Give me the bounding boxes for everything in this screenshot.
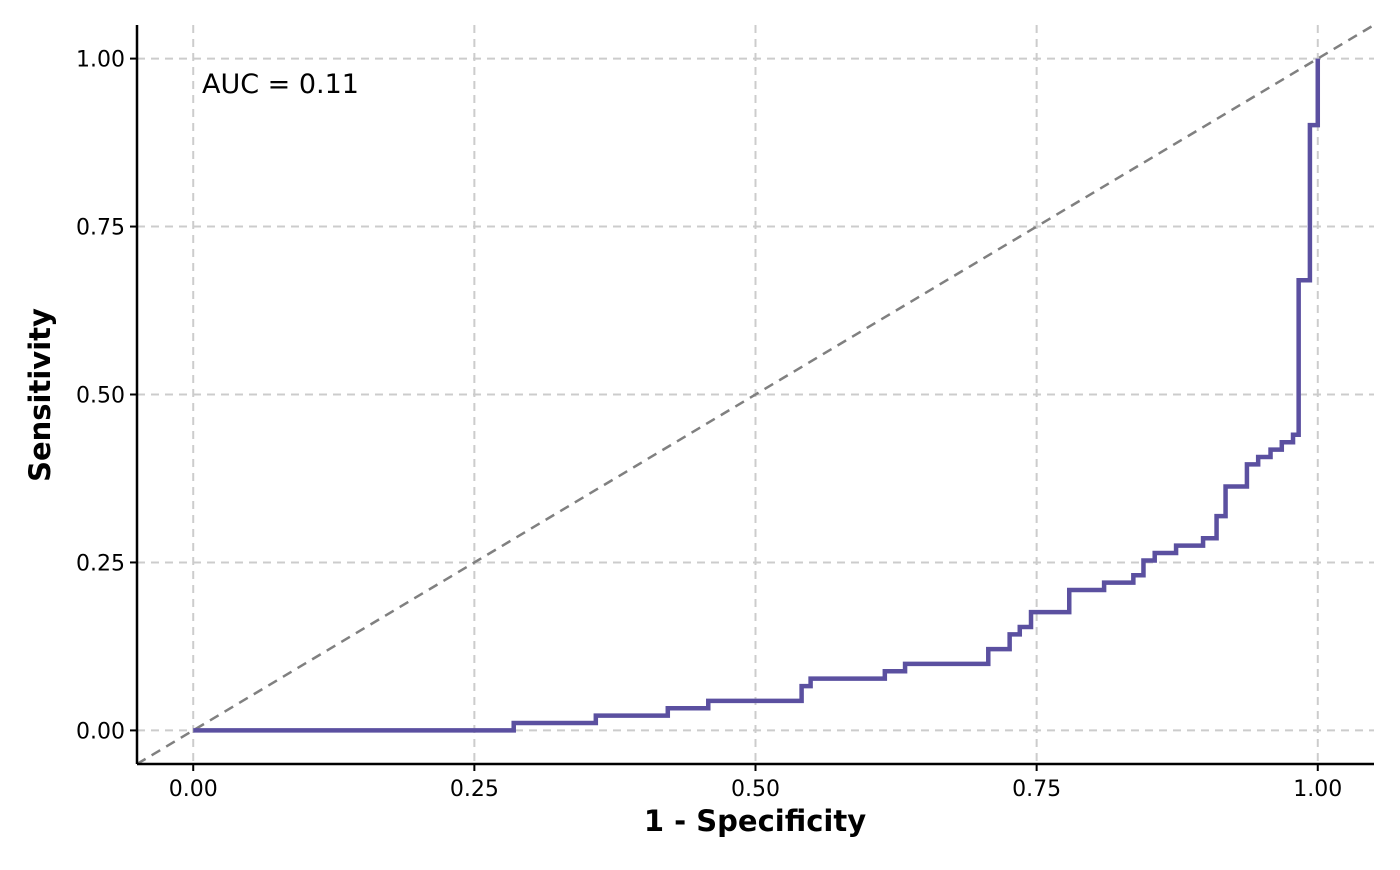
x-tick-label: 0.00: [169, 777, 218, 802]
x-tick-label: 0.50: [731, 777, 780, 802]
auc-annotation: AUC = 0.11: [202, 69, 359, 100]
x-tick-label: 0.25: [450, 777, 499, 802]
y-axis-title: Sensitivity: [23, 308, 57, 482]
series-layer: [193, 58, 1321, 733]
y-tick-label: 1.00: [76, 48, 125, 73]
y-tick-label: 0.50: [76, 384, 125, 409]
reference-layer: [136, 23, 1375, 766]
x-tick-label: 0.75: [1012, 777, 1061, 802]
x-axis-title: 1 - Specificity: [644, 804, 866, 838]
roc-curve-line: [193, 58, 1321, 733]
y-tick-label: 0.25: [76, 551, 125, 576]
axis-layer: 0.00 0.25 0.50 0.75 1.00 0.00 0.25 0.50 0.75 1.00: [76, 25, 1374, 802]
y-tick-label: 0.00: [76, 719, 125, 744]
reference-diagonal-line: [136, 23, 1375, 766]
y-tick-label: 0.75: [76, 216, 125, 241]
x-tick-label: 1.00: [1293, 777, 1342, 802]
